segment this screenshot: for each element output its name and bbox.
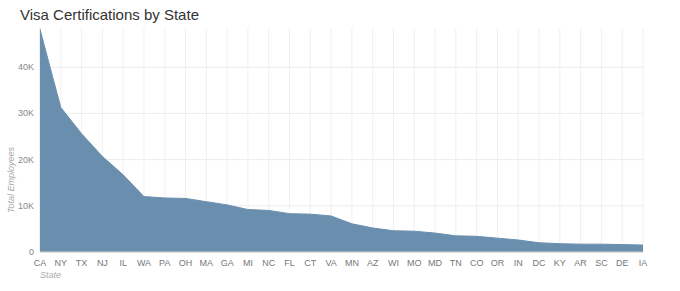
x-tick-label: OR xyxy=(491,258,505,268)
x-tick-label: NJ xyxy=(97,258,108,268)
x-tick-label: MD xyxy=(428,258,442,268)
x-tick-label: NY xyxy=(55,258,68,268)
grid-line-vertical xyxy=(435,28,436,252)
grid-line-vertical xyxy=(622,28,623,252)
grid-line xyxy=(40,159,643,160)
grid-line-vertical xyxy=(518,28,519,252)
grid-line-vertical xyxy=(539,28,540,252)
x-tick-label: AZ xyxy=(367,258,379,268)
x-tick-label: CT xyxy=(304,258,316,268)
y-tick-label: 20K xyxy=(18,155,34,165)
x-tick-label: IL xyxy=(119,258,127,268)
x-tick-label: PA xyxy=(159,258,170,268)
grid-line-vertical xyxy=(351,28,352,252)
x-tick-label: MI xyxy=(243,258,253,268)
x-tick-label: OH xyxy=(179,258,193,268)
x-tick-label: MA xyxy=(200,258,214,268)
x-tick-label: AR xyxy=(574,258,587,268)
grid-line-vertical xyxy=(414,28,415,252)
x-tick-label: VA xyxy=(325,258,336,268)
x-tick-label: WI xyxy=(388,258,399,268)
x-axis-line xyxy=(40,252,643,253)
chart: Visa Certifications by State 0 10K 20K 30K 40… xyxy=(0,0,680,291)
y-tick-label: 0 xyxy=(29,247,34,257)
x-tick-label: DE xyxy=(616,258,629,268)
grid-line-vertical xyxy=(476,28,477,252)
y-tick-label: 30K xyxy=(18,108,34,118)
x-tick-label: IA xyxy=(639,258,648,268)
grid-line-vertical xyxy=(643,28,644,252)
x-tick-label: TN xyxy=(450,258,462,268)
grid-line xyxy=(40,113,643,114)
x-tick-label: MO xyxy=(407,258,422,268)
x-tick-label: GA xyxy=(221,258,234,268)
x-tick-label: TX xyxy=(76,258,88,268)
x-tick-label: WA xyxy=(137,258,151,268)
x-tick-label: MN xyxy=(345,258,359,268)
grid xyxy=(40,28,643,252)
y-tick-label: 40K xyxy=(18,62,34,72)
x-tick-label: SC xyxy=(595,258,608,268)
grid-line-vertical xyxy=(601,28,602,252)
x-tick-label: IN xyxy=(514,258,523,268)
x-axis-label: State xyxy=(40,270,61,280)
x-tick-label: CO xyxy=(470,258,484,268)
x-tick-label: NC xyxy=(262,258,275,268)
y-tick-label: 10K xyxy=(18,201,34,211)
x-tick-label: CA xyxy=(34,258,47,268)
grid-line xyxy=(40,252,643,253)
area xyxy=(40,29,643,252)
x-tick-label: DC xyxy=(533,258,546,268)
plot-area xyxy=(40,29,643,252)
title: Visa Certifications by State xyxy=(20,6,199,23)
grid-line xyxy=(40,67,643,68)
x-tick-label: FL xyxy=(284,258,295,268)
grid-line-vertical xyxy=(372,28,373,252)
grid-line-vertical xyxy=(393,28,394,252)
grid-line-vertical xyxy=(455,28,456,252)
grid-line-vertical xyxy=(559,28,560,252)
grid-line-vertical xyxy=(580,28,581,252)
y-axis-label: Total Employees xyxy=(6,146,16,213)
x-tick-label: KY xyxy=(554,258,566,268)
grid-line-vertical xyxy=(497,28,498,252)
